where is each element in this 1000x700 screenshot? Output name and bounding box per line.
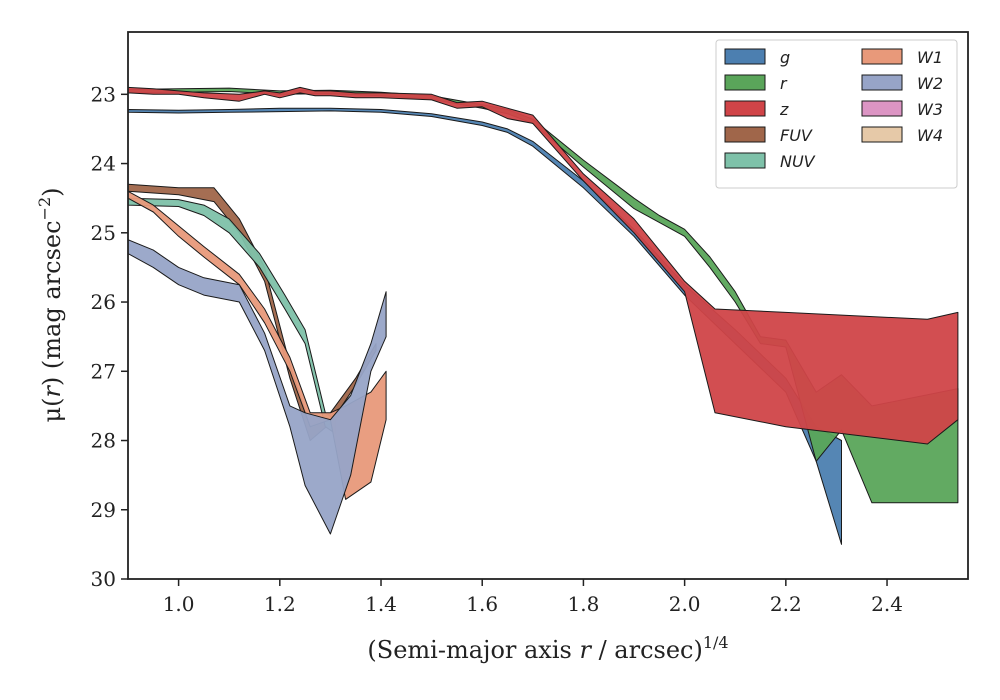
legend-swatch-nuv	[724, 152, 766, 169]
legend-label-z: z	[779, 100, 789, 119]
legend-label-w2: W2	[917, 74, 943, 93]
y-tick-label: 23	[91, 82, 116, 106]
x-axis-label: (Semi-major axis r / arcsec)1/4	[367, 633, 728, 664]
y-axis: 23 24 25 26 27 28 29 30	[91, 82, 128, 591]
band-w2	[128, 239, 387, 535]
y-tick-label: 27	[91, 359, 116, 383]
x-tick-label: 1.8	[568, 592, 600, 616]
y-tick-label: 29	[91, 498, 116, 522]
legend-label-r: r	[780, 74, 788, 93]
legend-swatch-w1	[861, 48, 903, 65]
legend-label-w3: W3	[917, 100, 943, 119]
band-g	[128, 107, 842, 545]
legend-label-nuv: NUV	[780, 152, 816, 171]
legend-swatch-w2	[861, 74, 903, 91]
x-axis: 1.0 1.2 1.4 1.6 1.8 2.0 2.2 2.4	[163, 579, 903, 616]
y-tick-label: 26	[91, 290, 116, 314]
y-tick-label: 30	[91, 567, 116, 591]
x-tick-label: 2.2	[770, 592, 802, 616]
plot-frame	[127, 31, 969, 580]
legend: grz FUV NUV W1 W2 W3 W4	[715, 39, 958, 189]
legend-label-w1: W1	[917, 48, 943, 67]
y-tick-label: 25	[91, 221, 116, 245]
x-tick-label: 1.0	[163, 592, 195, 616]
legend-swatch-w3	[861, 100, 903, 117]
legend-label-fuv: FUV	[780, 126, 813, 145]
x-tick-label: 2.0	[669, 592, 701, 616]
y-axis-label: μ(r) (mag arcsec−2)	[35, 187, 66, 422]
band-z	[128, 86, 959, 445]
legend-label-w4: W4	[917, 126, 943, 145]
x-tick-label: 1.4	[365, 592, 397, 616]
legend-swatch-r	[724, 74, 766, 91]
y-tick-label: 28	[91, 429, 116, 453]
x-tick-label: 2.4	[871, 592, 903, 616]
data-bands	[128, 86, 959, 545]
legend-swatch-w4	[861, 126, 903, 143]
legend-swatch-z	[724, 100, 766, 117]
legend-label-g: g	[780, 48, 790, 67]
y-tick-label: 24	[91, 152, 116, 176]
x-tick-label: 1.6	[466, 592, 498, 616]
legend-swatch-fuv	[724, 126, 766, 143]
x-tick-label: 1.2	[264, 592, 296, 616]
legend-swatch-g	[724, 48, 766, 65]
